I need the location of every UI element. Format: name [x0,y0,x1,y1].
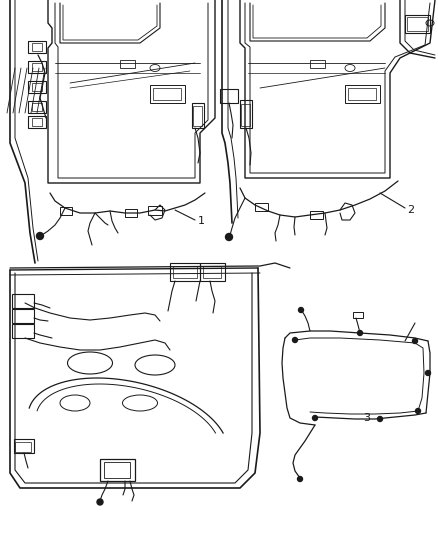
Bar [170,263,200,281]
Circle shape [425,370,431,376]
Bar [240,100,252,128]
Text: 1: 1 [198,216,205,226]
Bar [203,266,221,278]
Bar [32,63,42,71]
Bar [310,60,325,68]
Bar [32,83,42,91]
Bar [153,88,181,100]
Bar [407,17,428,31]
Bar [405,15,430,33]
Text: 2: 2 [407,205,414,215]
Circle shape [36,232,43,239]
Bar [345,85,380,103]
Bar [310,211,323,219]
Bar [125,209,137,217]
Circle shape [413,338,417,343]
Bar [14,439,34,453]
Bar [32,43,42,51]
Bar [148,206,162,215]
Bar [173,266,197,278]
Circle shape [416,408,420,414]
Bar [28,116,46,128]
Bar [220,89,238,103]
Bar [255,203,268,211]
Circle shape [312,416,318,421]
Circle shape [293,337,297,343]
Circle shape [297,477,303,481]
Bar [28,101,46,113]
Bar [150,85,185,103]
Bar [32,103,42,111]
Bar [28,61,46,73]
Bar [192,103,204,128]
Circle shape [378,416,382,422]
Bar [193,106,202,126]
Circle shape [226,233,233,240]
Bar [32,118,42,126]
Bar [120,60,135,68]
Circle shape [357,330,363,335]
Bar [15,442,31,452]
Bar [241,104,250,126]
Bar [100,459,135,481]
Bar [28,41,46,53]
Bar [28,81,46,93]
Bar [200,263,225,281]
Bar [104,462,130,478]
Circle shape [299,308,304,312]
Circle shape [97,499,103,505]
Bar [12,294,34,308]
Bar [348,88,376,100]
Bar [12,324,34,338]
Bar [60,207,72,215]
Bar [353,312,363,318]
Bar [12,309,34,323]
Text: 3: 3 [364,414,371,423]
